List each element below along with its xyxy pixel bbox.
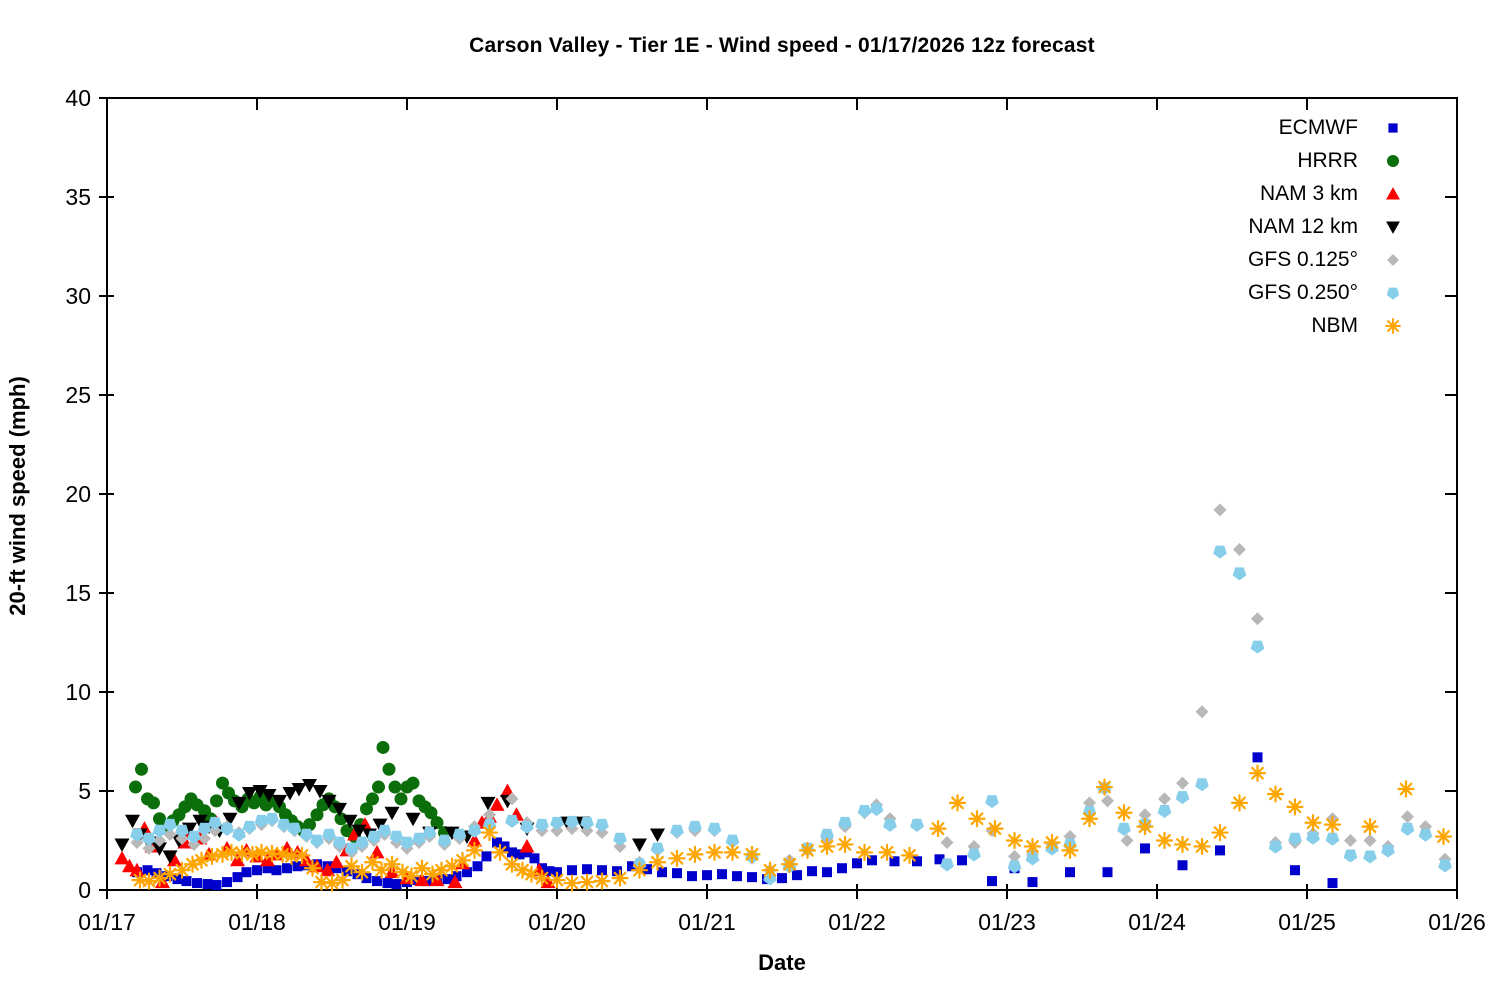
legend-item-nbm: NBM [1000, 309, 1406, 342]
legend-item-nam12km: NAM 12 km [1000, 210, 1406, 243]
svg-text:01/22: 01/22 [828, 909, 886, 935]
axis-tick-labels: 01/17 01/18 01/19 01/20 01/21 01/22 01/23 01/24… [65, 85, 1485, 935]
gfs0250-pentagon-icon [1380, 280, 1406, 306]
y-axis-title: 20-ft wind speed (mph) [5, 376, 30, 616]
svg-text:40: 40 [65, 85, 91, 111]
svg-text:10: 10 [65, 679, 91, 705]
legend-label-gfs0250: GFS 0.250° [1248, 280, 1358, 304]
svg-text:20: 20 [65, 481, 91, 507]
legend-item-hrrr: HRRR [1000, 144, 1406, 177]
svg-text:01/21: 01/21 [678, 909, 736, 935]
ecmwf-square-icon [1380, 115, 1406, 141]
svg-text:35: 35 [65, 184, 91, 210]
series-gfs0125 [130, 503, 1452, 877]
hrrr-circle-icon [1380, 148, 1406, 174]
svg-text:01/18: 01/18 [228, 909, 286, 935]
gfs0125-diamond-icon [1380, 247, 1406, 273]
svg-text:30: 30 [65, 283, 91, 309]
svg-text:15: 15 [65, 580, 91, 606]
legend-label-hrrr: HRRR [1297, 148, 1358, 172]
svg-text:01/20: 01/20 [528, 909, 586, 935]
series-nbm [131, 764, 1453, 892]
svg-text:01/26: 01/26 [1428, 909, 1486, 935]
legend-label-nam12km: NAM 12 km [1248, 214, 1358, 238]
legend-item-gfs0250: GFS 0.250° [1000, 276, 1406, 309]
svg-text:5: 5 [78, 778, 91, 804]
svg-text:01/24: 01/24 [1128, 909, 1186, 935]
legend: ECMWF HRRR NAM 3 km NAM 12 km GFS 0.125°… [1000, 111, 1406, 342]
svg-text:0: 0 [78, 877, 91, 903]
x-axis-title: Date [758, 950, 806, 975]
nam3km-triangle-up-icon [1380, 181, 1406, 207]
legend-label-ecmwf: ECMWF [1278, 115, 1358, 139]
svg-text:25: 25 [65, 382, 91, 408]
axis-ticks [99, 97, 1458, 899]
svg-text:01/25: 01/25 [1278, 909, 1336, 935]
legend-label-nam3km: NAM 3 km [1259, 181, 1358, 205]
legend-item-gfs0125: GFS 0.125° [1000, 243, 1406, 276]
legend-label-gfs0125: GFS 0.125° [1248, 247, 1358, 271]
nam12km-triangle-down-icon [1380, 214, 1406, 240]
svg-text:01/19: 01/19 [378, 909, 436, 935]
legend-item-ecmwf: ECMWF [1000, 111, 1406, 144]
legend-label-nbm: NBM [1311, 313, 1358, 337]
nbm-asterisk-icon [1380, 313, 1406, 339]
svg-text:01/17: 01/17 [78, 909, 136, 935]
chart-title: Carson Valley - Tier 1E - Wind speed - 0… [469, 34, 1095, 57]
series-gfs0250 [130, 545, 1452, 886]
legend-item-nam3km: NAM 3 km [1000, 177, 1406, 210]
svg-text:01/23: 01/23 [978, 909, 1036, 935]
